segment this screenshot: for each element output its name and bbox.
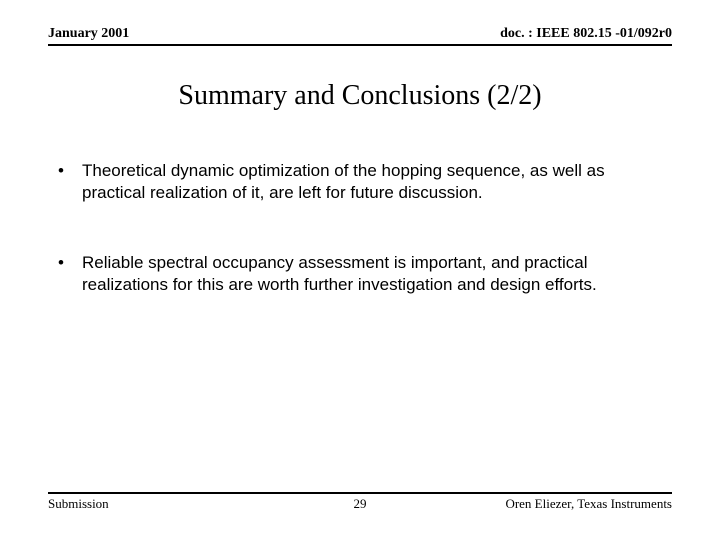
header-doc-number: doc. : IEEE 802.15 -01/092r0 — [500, 26, 672, 42]
header-bar: January 2001 doc. : IEEE 802.15 -01/092r… — [48, 26, 672, 46]
slide: January 2001 doc. : IEEE 802.15 -01/092r… — [0, 0, 720, 540]
bullet-text: Reliable spectral occupancy assessment i… — [82, 252, 662, 296]
footer-left: Submission — [48, 496, 354, 512]
footer-bar: Submission 29 Oren Eliezer, Texas Instru… — [48, 492, 672, 512]
bullet-marker-icon: • — [58, 160, 82, 204]
bullet-item: • Theoretical dynamic optimization of th… — [58, 160, 662, 204]
slide-title: Summary and Conclusions (2/2) — [0, 80, 720, 112]
bullet-item: • Reliable spectral occupancy assessment… — [58, 252, 662, 296]
footer-author: Oren Eliezer, Texas Instruments — [367, 496, 673, 512]
slide-body: • Theoretical dynamic optimization of th… — [58, 160, 662, 344]
header-date: January 2001 — [48, 26, 129, 42]
bullet-marker-icon: • — [58, 252, 82, 296]
footer-page-number: 29 — [354, 496, 367, 512]
bullet-text: Theoretical dynamic optimization of the … — [82, 160, 662, 204]
